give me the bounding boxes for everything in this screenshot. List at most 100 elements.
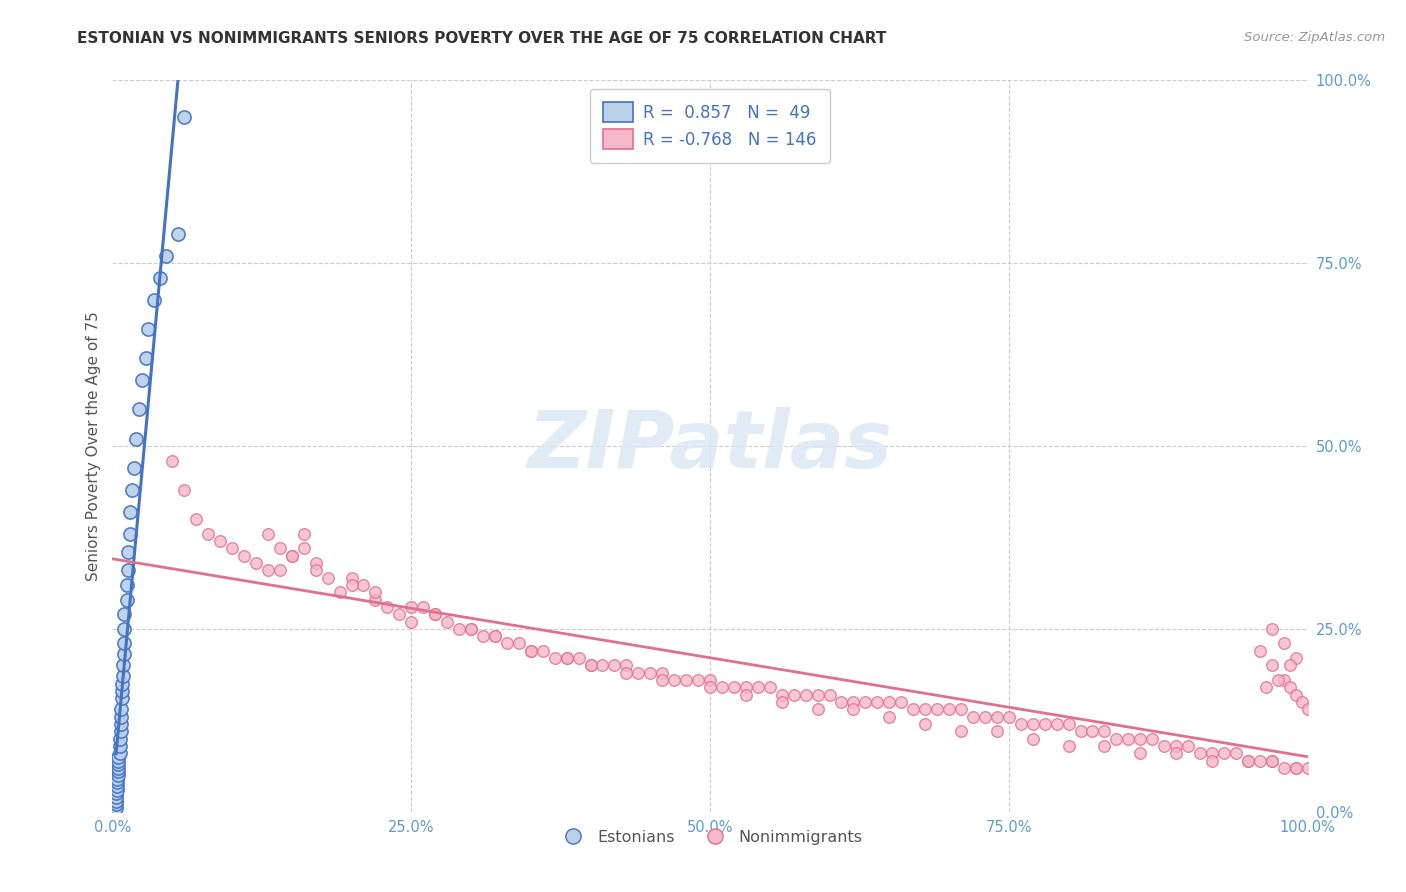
- Point: [292, 526, 315, 541]
- Point: [329, 585, 352, 599]
- Point: [986, 709, 1008, 723]
- Point: [496, 636, 519, 650]
- Point: [520, 644, 543, 658]
- Point: [111, 676, 134, 690]
- Point: [568, 651, 591, 665]
- Point: [112, 658, 135, 673]
- Point: [651, 665, 673, 680]
- Point: [998, 709, 1021, 723]
- Point: [664, 673, 686, 687]
- Point: [555, 651, 578, 665]
- Text: ZIPatlas: ZIPatlas: [527, 407, 893, 485]
- Point: [855, 695, 877, 709]
- Point: [1033, 717, 1056, 731]
- Point: [914, 717, 936, 731]
- Point: [107, 749, 129, 764]
- Point: [120, 505, 142, 519]
- Point: [114, 648, 135, 662]
- Point: [818, 688, 841, 702]
- Point: [281, 549, 304, 563]
- Point: [962, 709, 984, 723]
- Point: [699, 681, 721, 695]
- Point: [117, 545, 139, 559]
- Point: [1118, 731, 1140, 746]
- Point: [782, 688, 804, 702]
- Point: [105, 782, 128, 797]
- Point: [1249, 754, 1271, 768]
- Text: Source: ZipAtlas.com: Source: ZipAtlas.com: [1244, 31, 1385, 45]
- Point: [508, 636, 530, 650]
- Point: [149, 270, 172, 285]
- Point: [1285, 651, 1308, 665]
- Point: [543, 651, 565, 665]
- Point: [257, 563, 280, 577]
- Point: [110, 717, 132, 731]
- Point: [1272, 761, 1295, 775]
- Point: [699, 673, 721, 687]
- Point: [305, 556, 328, 570]
- Point: [1285, 688, 1308, 702]
- Point: [579, 658, 602, 673]
- Point: [114, 622, 135, 636]
- Point: [1094, 739, 1116, 753]
- Point: [269, 563, 291, 577]
- Point: [110, 702, 132, 716]
- Point: [831, 695, 853, 709]
- Point: [770, 695, 793, 709]
- Point: [281, 549, 304, 563]
- Point: [592, 658, 614, 673]
- Point: [105, 779, 128, 793]
- Point: [209, 534, 232, 549]
- Point: [1166, 739, 1188, 753]
- Point: [711, 681, 734, 695]
- Point: [108, 731, 131, 746]
- Point: [879, 695, 901, 709]
- Point: [1022, 717, 1045, 731]
- Point: [1225, 746, 1247, 760]
- Point: [1046, 717, 1069, 731]
- Point: [616, 665, 638, 680]
- Point: [842, 702, 865, 716]
- Point: [1142, 731, 1164, 746]
- Point: [603, 658, 626, 673]
- Point: [555, 651, 578, 665]
- Point: [105, 772, 128, 786]
- Point: [107, 761, 129, 775]
- Point: [675, 673, 697, 687]
- Point: [121, 483, 143, 497]
- Point: [1296, 761, 1319, 775]
- Point: [107, 768, 129, 782]
- Point: [186, 512, 208, 526]
- Point: [1177, 739, 1199, 753]
- Point: [111, 684, 134, 698]
- Point: [1285, 761, 1308, 775]
- Point: [735, 688, 758, 702]
- Point: [1166, 746, 1188, 760]
- Point: [1285, 761, 1308, 775]
- Point: [269, 541, 291, 556]
- Point: [1261, 622, 1284, 636]
- Point: [114, 607, 135, 622]
- Point: [108, 746, 131, 760]
- Point: [974, 709, 997, 723]
- Point: [1201, 754, 1223, 768]
- Point: [111, 691, 134, 706]
- Point: [173, 483, 195, 497]
- Point: [1105, 731, 1128, 746]
- Point: [107, 764, 129, 779]
- Point: [1201, 746, 1223, 760]
- Point: [651, 673, 673, 687]
- Point: [114, 636, 135, 650]
- Point: [131, 373, 153, 387]
- Point: [747, 681, 769, 695]
- Point: [138, 322, 160, 336]
- Point: [340, 578, 363, 592]
- Point: [1261, 754, 1284, 768]
- Point: [135, 351, 157, 366]
- Point: [616, 658, 638, 673]
- Point: [120, 526, 142, 541]
- Point: [447, 622, 470, 636]
- Point: [233, 549, 256, 563]
- Point: [115, 578, 138, 592]
- Point: [1081, 724, 1104, 739]
